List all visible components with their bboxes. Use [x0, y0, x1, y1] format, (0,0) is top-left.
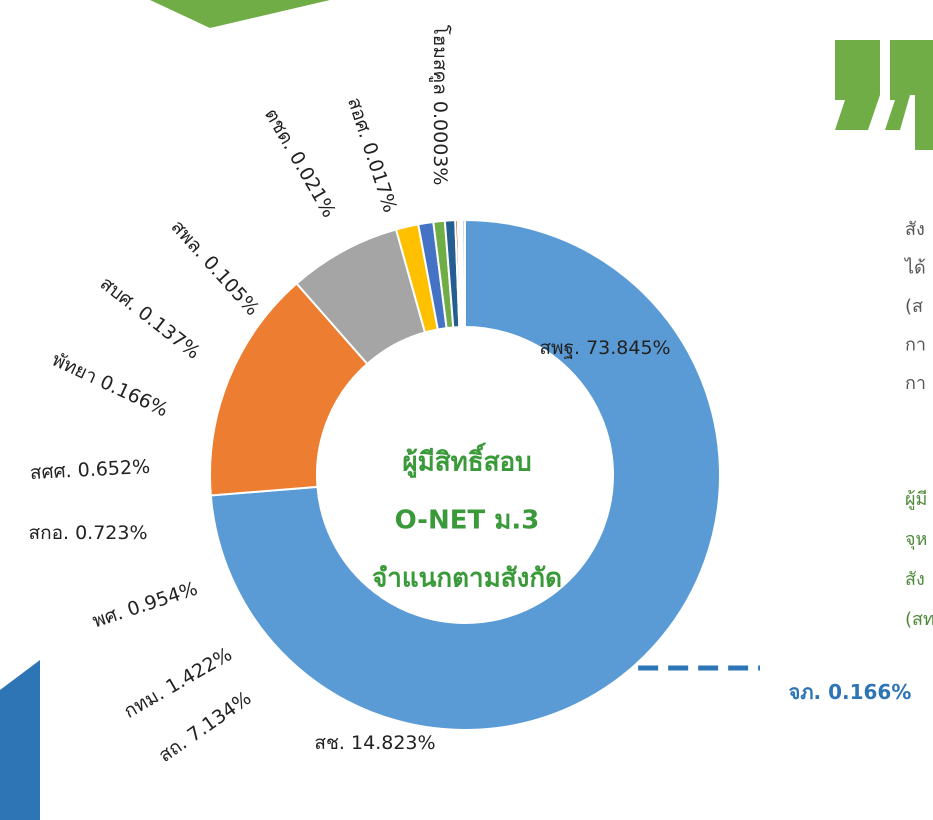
category-name: พศ.: [90, 601, 126, 631]
value-label: 0.166%: [97, 370, 172, 421]
side-text-green: (สท: [905, 609, 933, 630]
side-text: กา: [905, 335, 926, 356]
value-label: 0.105%: [199, 251, 264, 320]
category-name: พัทยา: [49, 348, 101, 388]
center-title: ผู้มีสิทธิ์สอบ: [402, 442, 531, 479]
category-name: สพฐ.: [539, 337, 580, 359]
decor-shape: [0, 660, 40, 820]
center-title: O-NET ม.3: [395, 506, 540, 536]
value-label: 0.0003%: [430, 101, 452, 186]
data-label: สกอ. 0.723%: [28, 522, 147, 544]
data-label: สบศ. 0.137%: [96, 272, 204, 363]
category-name: โฮมสคูล: [430, 25, 453, 95]
value-label: 0.954%: [124, 577, 200, 620]
side-text: กา: [905, 373, 926, 394]
category-name: จภ.: [789, 680, 822, 704]
data-label: สศศ. 0.652%: [29, 455, 150, 483]
data-label: สช. 14.823%: [314, 732, 435, 754]
data-label: สพล. 0.105%: [167, 216, 264, 320]
value-label: 0.652%: [77, 455, 151, 481]
value-label: 14.823%: [351, 732, 436, 754]
value-label: 0.017%: [358, 139, 401, 215]
category-name: สพล.: [167, 216, 211, 262]
side-text-green: ผู้มี: [905, 489, 927, 510]
side-text: ได้: [903, 257, 926, 279]
category-name: ตชด.: [260, 104, 301, 153]
category-name: สกอ.: [28, 522, 69, 544]
side-text-green: จุห: [905, 529, 927, 550]
side-text: สัง: [905, 219, 925, 240]
data-label: สพฐ. 73.845%: [539, 337, 670, 359]
category-name: สศศ.: [29, 459, 72, 483]
side-text-green: สัง: [905, 569, 925, 590]
donut-wedge: [461, 218, 466, 329]
data-label: ตชด. 0.021%: [260, 104, 340, 221]
category-name: สถ.: [154, 732, 190, 767]
side-text: (ส: [905, 296, 923, 317]
data-label: โฮมสคูล 0.0003%: [430, 25, 453, 186]
donut-wedge: [209, 218, 721, 731]
value-label: 1.422%: [162, 643, 236, 698]
decor-triangle: [150, 0, 330, 28]
data-label: พัทยา 0.166%: [49, 348, 172, 421]
value-label: 0.723%: [75, 522, 147, 544]
quote-mark: [835, 40, 933, 150]
value-label: 0.021%: [285, 147, 340, 221]
category-name: สบศ.: [96, 272, 142, 315]
value-label: 73.845%: [586, 337, 671, 359]
data-label: สอศ. 0.017%: [344, 95, 402, 216]
data-label: พศ. 0.954%: [90, 577, 201, 632]
value-label: 0.166%: [828, 680, 911, 704]
center-title: จำแนกตามสังกัด: [372, 564, 562, 594]
value-label: 7.134%: [183, 687, 255, 747]
category-name: กทม.: [120, 682, 168, 722]
data-label: จภ. 0.166%: [789, 680, 912, 704]
category-name: สช.: [314, 732, 345, 754]
value-label: 0.137%: [134, 301, 205, 363]
category-name: สอศ.: [344, 95, 378, 141]
